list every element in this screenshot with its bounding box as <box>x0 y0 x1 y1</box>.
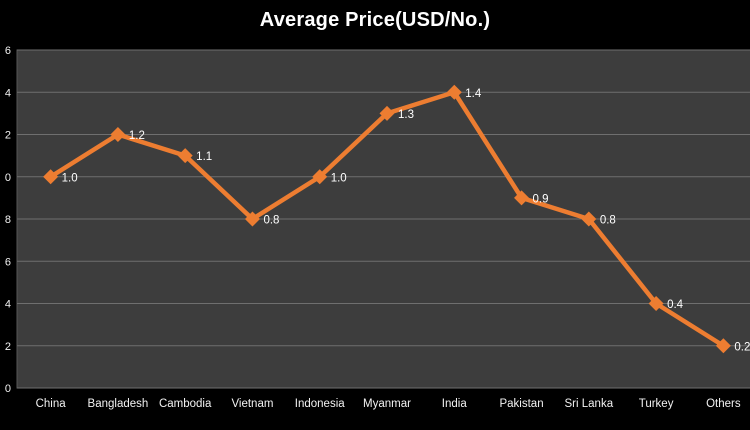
y-axis-tick-label: 4 <box>5 87 11 99</box>
x-axis-label: Bangladesh <box>88 398 149 410</box>
y-axis-tick-label: 0 <box>5 383 11 395</box>
x-axis-label: India <box>442 398 468 410</box>
data-point-marker <box>43 169 59 185</box>
data-point-label: 1.0 <box>62 172 78 184</box>
data-point-marker <box>244 211 260 227</box>
y-axis-tick-label: 6 <box>5 256 11 268</box>
data-point-marker <box>312 169 328 185</box>
data-point-marker <box>379 105 395 121</box>
x-axis-label: Pakistan <box>499 398 543 410</box>
x-axis-label: China <box>36 398 67 410</box>
data-point-marker <box>514 190 530 206</box>
data-point-marker <box>446 84 462 100</box>
x-axis-label: Indonesia <box>295 398 345 410</box>
data-point-marker <box>177 148 193 164</box>
data-point-label: 0.9 <box>533 193 549 205</box>
data-point-label: 0.2 <box>734 341 750 353</box>
chart-title: Average Price(USD/No.) <box>259 9 491 31</box>
y-axis-tick-label: 0 <box>5 172 11 184</box>
y-axis-tick-label: 2 <box>5 341 11 353</box>
data-point-label: 0.4 <box>667 299 684 311</box>
x-axis-label: Turkey <box>639 398 674 410</box>
x-axis-label: Cambodia <box>159 398 212 410</box>
data-point-label: 0.8 <box>263 215 279 227</box>
data-point-label: 1.2 <box>129 130 145 142</box>
y-axis-tick-label: 6 <box>5 45 11 57</box>
x-axis-label: Sri Lanka <box>565 398 614 410</box>
y-axis-tick-label: 2 <box>5 130 11 142</box>
data-point-marker <box>715 338 731 354</box>
x-axis-label: Others <box>706 398 741 410</box>
x-axis-label: Vietnam <box>231 398 273 410</box>
x-axis-label: Myanmar <box>363 398 411 410</box>
data-point-label: 0.8 <box>600 215 616 227</box>
data-point-label: 1.0 <box>331 172 347 184</box>
y-axis-tick-label: 8 <box>5 214 11 226</box>
data-point-label: 1.3 <box>398 109 414 121</box>
y-axis-tick-label: 4 <box>5 299 11 311</box>
data-point-label: 1.1 <box>196 151 212 163</box>
data-point-label: 1.4 <box>465 88 482 100</box>
data-point-marker <box>110 127 126 142</box>
data-point-marker <box>648 296 664 311</box>
data-point-marker <box>581 211 597 227</box>
